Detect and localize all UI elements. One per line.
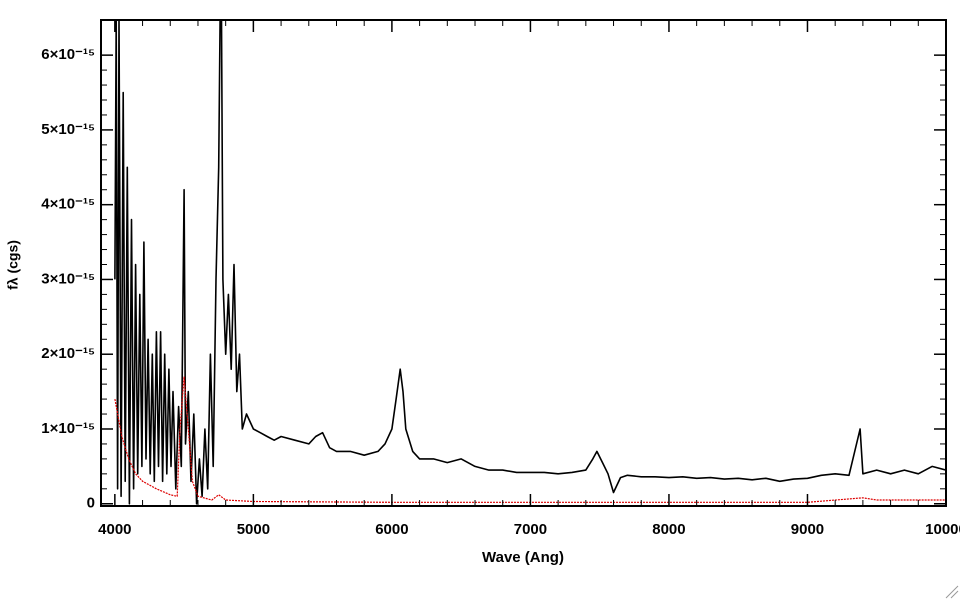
spectrum-line <box>114 20 946 505</box>
y-tick-label: 0 <box>87 495 95 512</box>
resize-grip <box>945 585 959 599</box>
y-axis-label: fλ (cgs) <box>5 240 21 290</box>
x-tick-label: 8000 <box>652 521 685 538</box>
y-tick-label: 1×10⁻¹⁵ <box>41 420 95 437</box>
y-tick-label: 5×10⁻¹⁵ <box>41 121 95 138</box>
x-tick-label: 6000 <box>375 521 408 538</box>
y-tick-label: 3×10⁻¹⁵ <box>41 270 95 287</box>
y-tick-label: 4×10⁻¹⁵ <box>41 196 95 213</box>
x-axis-label: Wave (Ang) <box>482 549 564 566</box>
y-tick-label: 2×10⁻¹⁵ <box>41 345 95 362</box>
spectrum-line <box>114 376 946 503</box>
y-tick-label: 6×10⁻¹⁵ <box>41 46 95 63</box>
x-tick-label: 7000 <box>514 521 547 538</box>
plot-area <box>114 20 946 505</box>
plot-frame <box>100 19 947 507</box>
x-tick-label: 5000 <box>237 521 270 538</box>
x-tick-label: 4000 <box>98 521 131 538</box>
x-tick-label: 9000 <box>791 521 824 538</box>
